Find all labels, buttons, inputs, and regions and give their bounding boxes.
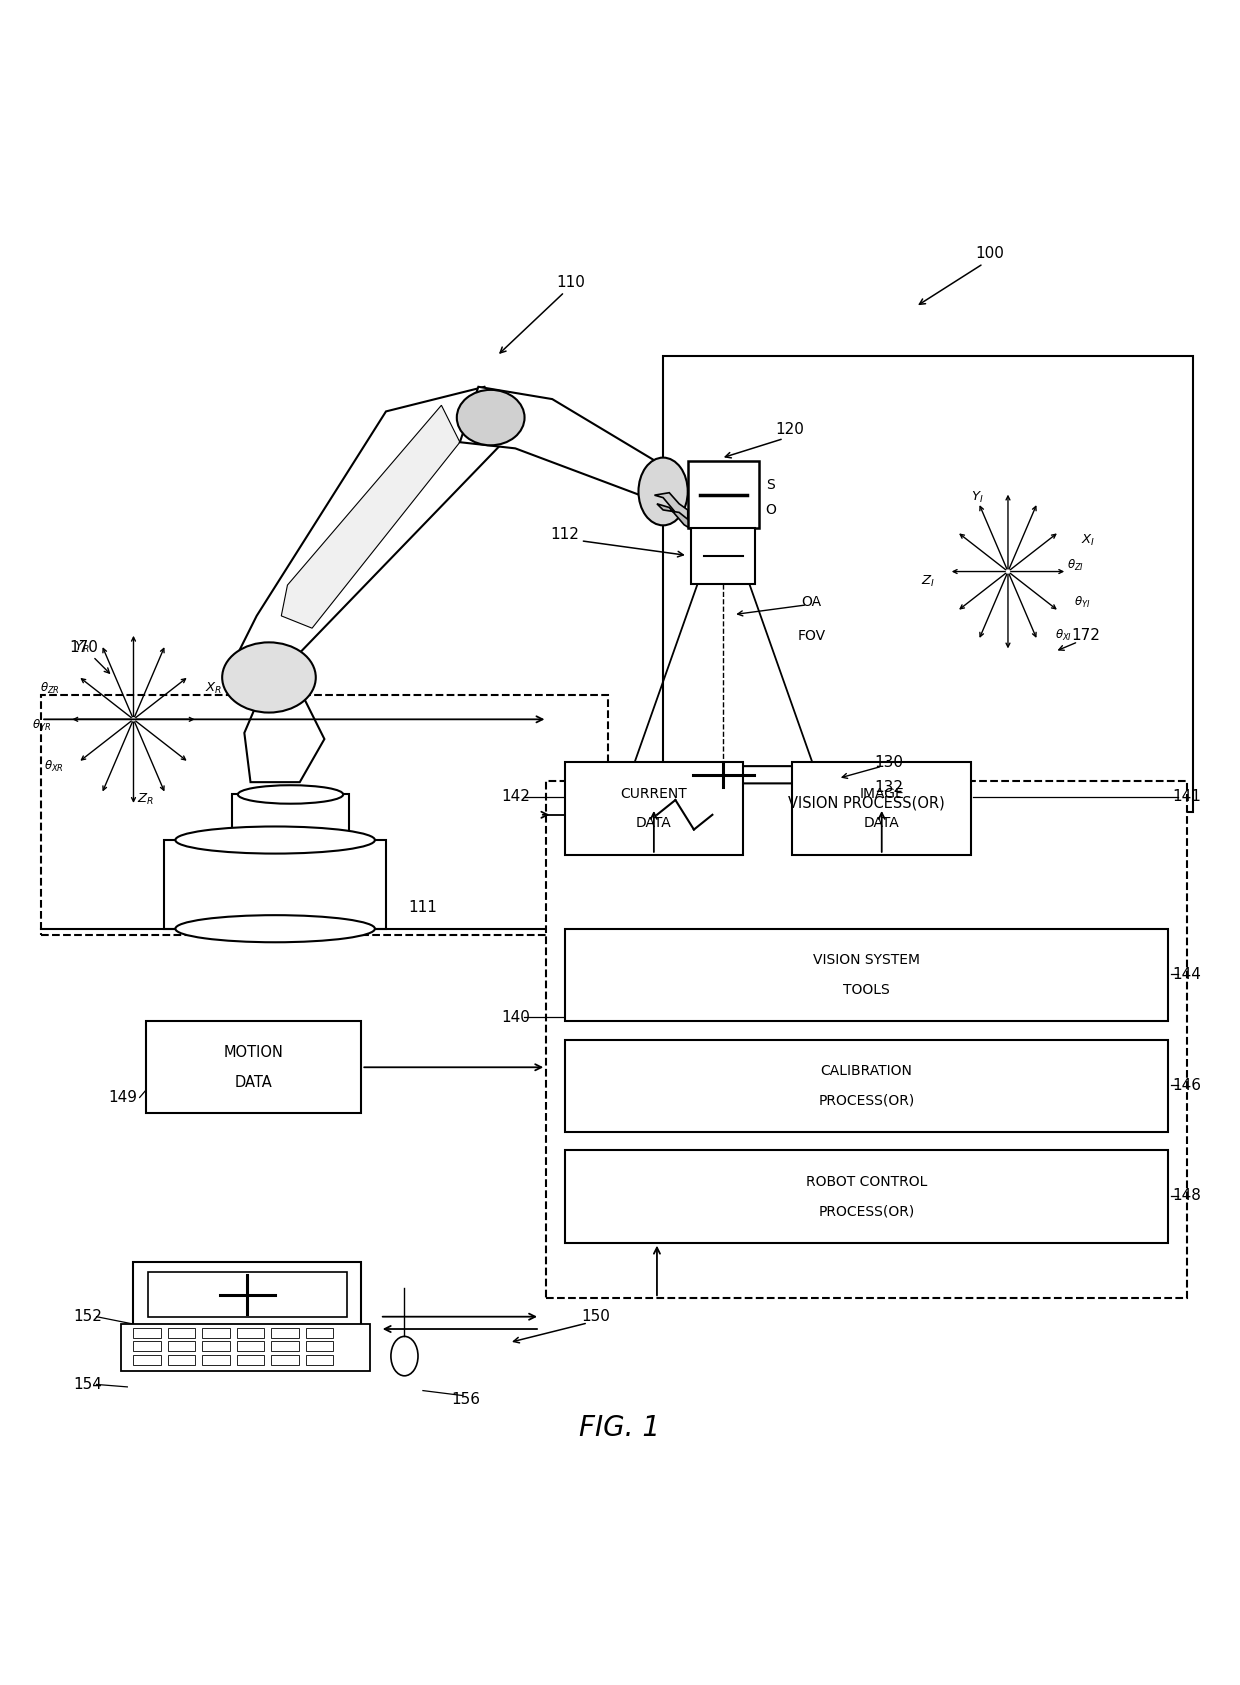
Text: PROCESS(OR): PROCESS(OR): [818, 1094, 914, 1107]
Text: FOV: FOV: [799, 629, 826, 642]
Bar: [202, 1341, 229, 1351]
Bar: [564, 762, 743, 854]
Text: $Y_R$: $Y_R$: [74, 640, 89, 655]
Text: 149: 149: [108, 1090, 136, 1105]
Bar: [272, 1355, 299, 1365]
Text: O: O: [765, 502, 776, 517]
Bar: [122, 1324, 370, 1372]
Polygon shape: [657, 504, 694, 531]
Text: 148: 148: [1172, 1188, 1202, 1203]
Text: $Y_I$: $Y_I$: [971, 490, 983, 506]
Polygon shape: [244, 689, 325, 782]
Text: $\theta_{YR}$: $\theta_{YR}$: [31, 718, 51, 733]
Text: 141: 141: [1172, 790, 1202, 804]
Bar: [306, 1328, 334, 1338]
Text: OA: OA: [801, 595, 821, 610]
Text: $X_I$: $X_I$: [1081, 532, 1095, 548]
Text: 110: 110: [557, 275, 585, 290]
Text: 132: 132: [874, 780, 903, 795]
Bar: [272, 1341, 299, 1351]
Bar: [202, 1355, 229, 1365]
Bar: [663, 356, 1193, 812]
Bar: [792, 762, 971, 854]
Text: 146: 146: [1172, 1078, 1202, 1092]
Text: $\theta_{XI}$: $\theta_{XI}$: [1055, 629, 1071, 644]
Text: FIG. 1: FIG. 1: [579, 1414, 661, 1442]
Text: 100: 100: [975, 246, 1004, 261]
Text: 154: 154: [73, 1377, 103, 1392]
Bar: [564, 1151, 1168, 1244]
Text: 130: 130: [874, 755, 903, 770]
Text: 111: 111: [408, 900, 436, 915]
Bar: [134, 1262, 361, 1326]
Bar: [564, 1040, 1168, 1132]
Polygon shape: [655, 492, 688, 519]
Text: $\theta_{XR}$: $\theta_{XR}$: [43, 758, 63, 773]
Text: IMAGE: IMAGE: [859, 787, 904, 800]
Bar: [167, 1355, 195, 1365]
Bar: [164, 841, 386, 928]
Text: DATA: DATA: [234, 1075, 273, 1090]
Bar: [167, 1328, 195, 1338]
Polygon shape: [593, 767, 854, 784]
Text: $\theta_{YI}$: $\theta_{YI}$: [1074, 595, 1090, 610]
Bar: [546, 780, 1187, 1297]
Bar: [306, 1355, 334, 1365]
Bar: [134, 1341, 161, 1351]
Text: 140: 140: [501, 1009, 529, 1024]
Text: VISION SYSTEM: VISION SYSTEM: [813, 954, 920, 967]
Text: VISION PROCESS(OR): VISION PROCESS(OR): [787, 795, 945, 810]
Bar: [237, 1341, 264, 1351]
Text: 170: 170: [69, 640, 99, 655]
Bar: [149, 1272, 346, 1316]
Text: DATA: DATA: [864, 817, 899, 831]
Text: CALIBRATION: CALIBRATION: [821, 1063, 913, 1078]
Ellipse shape: [238, 785, 343, 804]
Text: 120: 120: [775, 423, 805, 438]
Bar: [692, 529, 755, 583]
Bar: [306, 1341, 334, 1351]
Polygon shape: [238, 388, 510, 652]
Polygon shape: [460, 388, 676, 504]
Bar: [41, 694, 608, 935]
Bar: [237, 1328, 264, 1338]
Text: 156: 156: [451, 1392, 481, 1407]
Text: $\theta_{ZI}$: $\theta_{ZI}$: [1068, 558, 1084, 573]
Bar: [237, 1355, 264, 1365]
Ellipse shape: [175, 826, 374, 854]
Bar: [134, 1355, 161, 1365]
Text: CURRENT: CURRENT: [620, 787, 687, 800]
Bar: [688, 460, 759, 529]
Bar: [232, 794, 348, 846]
Text: 152: 152: [73, 1309, 103, 1324]
Text: DATA: DATA: [636, 817, 672, 831]
Bar: [564, 928, 1168, 1021]
Text: $Z_I$: $Z_I$: [921, 575, 935, 590]
Bar: [167, 1341, 195, 1351]
Bar: [146, 1021, 361, 1114]
Ellipse shape: [456, 389, 525, 445]
Text: $\theta_{ZR}$: $\theta_{ZR}$: [40, 681, 60, 696]
Text: $X_R$: $X_R$: [205, 681, 222, 696]
Polygon shape: [281, 406, 460, 629]
Text: 150: 150: [580, 1309, 610, 1324]
Text: 144: 144: [1172, 967, 1202, 982]
Ellipse shape: [639, 458, 688, 526]
Ellipse shape: [391, 1336, 418, 1377]
Text: PROCESS(OR): PROCESS(OR): [818, 1205, 914, 1218]
Text: ROBOT CONTROL: ROBOT CONTROL: [806, 1174, 928, 1190]
Bar: [202, 1328, 229, 1338]
Text: TOOLS: TOOLS: [843, 982, 890, 998]
Text: S: S: [766, 479, 775, 492]
Ellipse shape: [222, 642, 316, 713]
Bar: [272, 1328, 299, 1338]
Text: $Z_R$: $Z_R$: [138, 792, 154, 807]
Text: 142: 142: [501, 790, 529, 804]
Text: 112: 112: [551, 527, 579, 543]
Ellipse shape: [175, 915, 374, 942]
Bar: [134, 1328, 161, 1338]
Text: MOTION: MOTION: [223, 1045, 284, 1060]
Text: 172: 172: [1071, 629, 1100, 644]
